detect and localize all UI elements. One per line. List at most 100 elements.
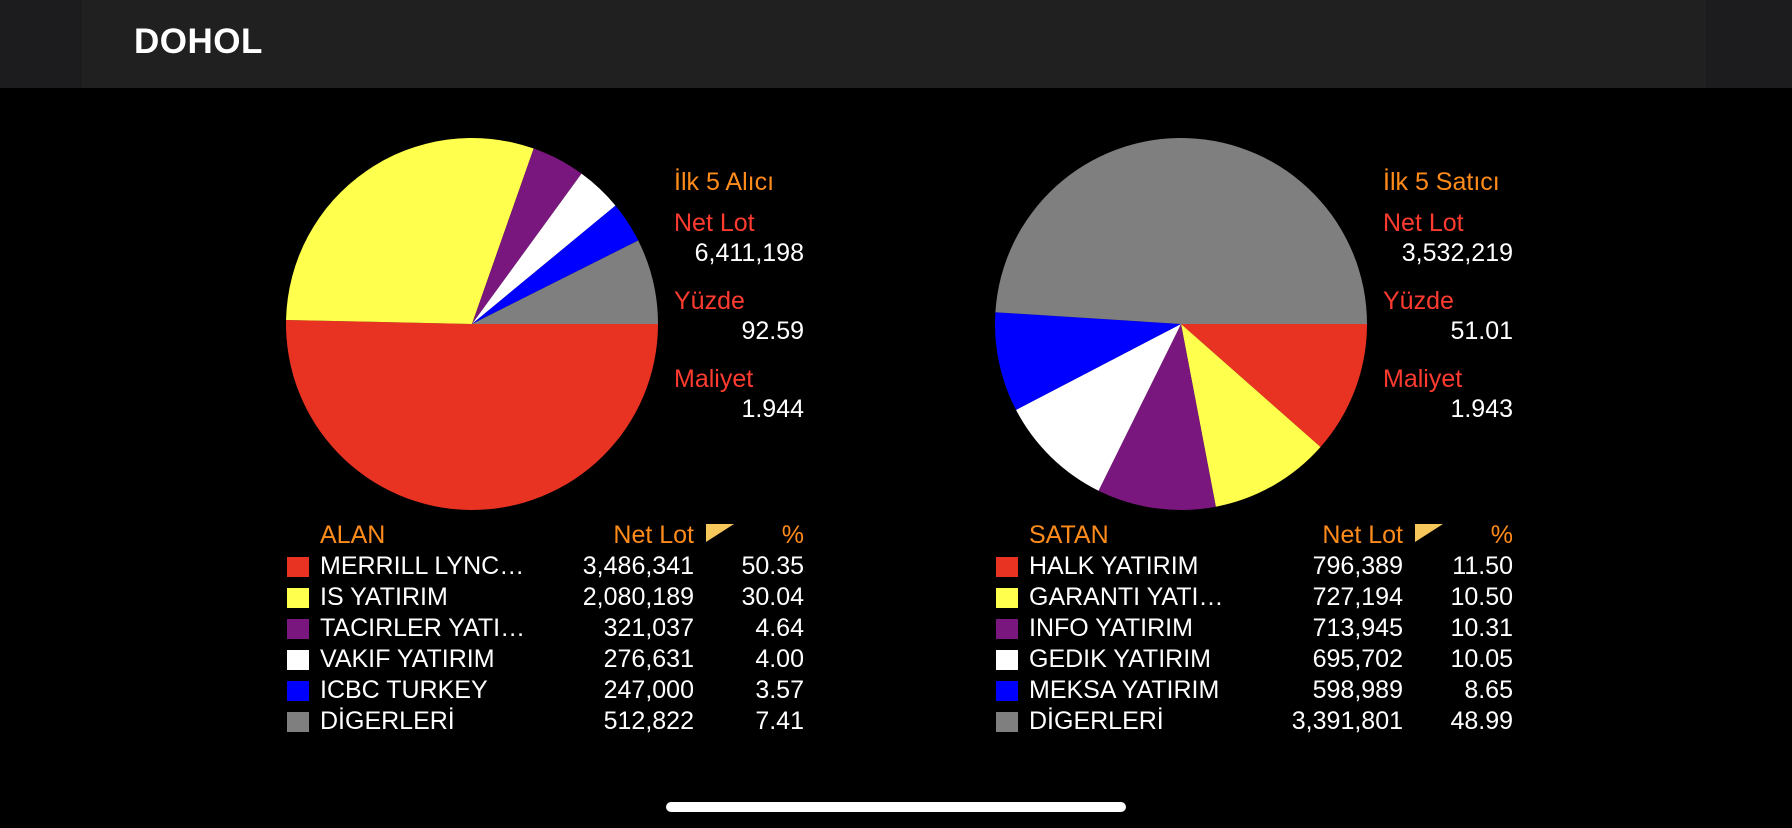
legend-row[interactable]: MERRILL LYNC… 3,486,341 50.35 [284, 551, 804, 582]
buyers-cost-value: 1.944 [741, 395, 804, 423]
pie-slice [286, 138, 534, 324]
broker-net-lot: 598,989 [1312, 676, 1403, 704]
pie-slice [1098, 324, 1216, 510]
legend-row[interactable]: VAKIF YATIRIM 276,631 4.00 [284, 644, 804, 675]
sellers-col-net-lot-header[interactable]: Net Lot [1322, 521, 1403, 549]
sellers-pie-chart [995, 138, 1367, 510]
page-title: DOHOL [134, 22, 263, 61]
broker-name: ICBC TURKEY [320, 676, 488, 704]
color-swatch [996, 588, 1018, 608]
broker-net-lot: 247,000 [603, 676, 694, 704]
broker-net-lot: 713,945 [1312, 614, 1403, 642]
buyers-net-lot-value: 6,411,198 [694, 239, 804, 267]
buyers-net-lot-label: Net Lot [674, 209, 755, 237]
broker-percent: 4.00 [755, 645, 804, 673]
buyers-pie-chart [286, 138, 658, 510]
buyers-legend-table: ALAN Net Lot % MERRILL LYNC… 3,486,341 50.… [284, 520, 804, 737]
sellers-cost-value: 1.943 [1450, 395, 1513, 423]
top-bar-inner [82, 0, 1706, 88]
broker-percent: 10.50 [1450, 583, 1513, 611]
broker-percent: 4.64 [755, 614, 804, 642]
broker-net-lot: 3,391,801 [1291, 707, 1403, 735]
pie-slice [1181, 324, 1321, 507]
pie-slice [472, 173, 616, 324]
legend-row[interactable]: DİGERLERİ 3,391,801 48.99 [993, 706, 1513, 737]
broker-name: MEKSA YATIRIM [1029, 676, 1220, 704]
sellers-percent-value: 51.01 [1450, 317, 1513, 345]
legend-row[interactable]: MEKSA YATIRIM 598,989 8.65 [993, 675, 1513, 706]
color-swatch [996, 712, 1018, 732]
buyers-col-net-lot-header[interactable]: Net Lot [613, 521, 694, 549]
sellers-heading: İlk 5 Satıcı [1383, 168, 1500, 196]
sort-indicator-icon[interactable] [706, 524, 734, 542]
top-bar: DOHOL [0, 0, 1792, 88]
sellers-stats: İlk 5 Satıcı Net Lot 3,532,219 Yüzde 51.… [1383, 168, 1513, 442]
buyers-heading: İlk 5 Alıcı [674, 168, 775, 196]
color-swatch [996, 557, 1018, 577]
pie-slice [995, 312, 1181, 410]
broker-percent: 48.99 [1450, 707, 1513, 735]
color-swatch [287, 619, 309, 639]
broker-net-lot: 796,389 [1312, 552, 1403, 580]
broker-name: GARANTI YATI… [1029, 583, 1224, 611]
buyers-percent-value: 92.59 [741, 317, 804, 345]
sellers-legend-header: SATAN Net Lot % [993, 520, 1513, 551]
broker-net-lot: 727,194 [1312, 583, 1403, 611]
broker-name: MERRILL LYNC… [320, 552, 525, 580]
broker-percent: 7.41 [755, 707, 804, 735]
broker-name: TACIRLER YATI… [320, 614, 526, 642]
sort-indicator-icon[interactable] [1415, 524, 1443, 542]
broker-net-lot: 512,822 [603, 707, 694, 735]
color-swatch [996, 650, 1018, 670]
color-swatch [287, 712, 309, 732]
pie-slice [472, 148, 582, 324]
legend-row[interactable]: GEDIK YATIRIM 695,702 10.05 [993, 644, 1513, 675]
pie-slice [995, 138, 1367, 324]
pie-slice [286, 319, 658, 510]
buyers-col-pct-header[interactable]: % [781, 521, 804, 549]
legend-row[interactable]: GARANTI YATI… 727,194 10.50 [993, 582, 1513, 613]
broker-percent: 50.35 [741, 552, 804, 580]
broker-name: VAKIF YATIRIM [320, 645, 495, 673]
legend-row[interactable]: TACIRLER YATI… 321,037 4.64 [284, 613, 804, 644]
buyers-percent-label: Yüzde [674, 287, 745, 315]
sellers-col-pct-header[interactable]: % [1490, 521, 1513, 549]
legend-row[interactable]: INFO YATIRIM 713,945 10.31 [993, 613, 1513, 644]
legend-row[interactable]: HALK YATIRIM 796,389 11.50 [993, 551, 1513, 582]
broker-net-lot: 695,702 [1312, 645, 1403, 673]
color-swatch [287, 588, 309, 608]
home-indicator[interactable] [666, 802, 1126, 812]
broker-name: IS YATIRIM [320, 583, 448, 611]
broker-net-lot: 321,037 [603, 614, 694, 642]
pie-slice [1016, 324, 1181, 491]
color-swatch [996, 681, 1018, 701]
legend-row[interactable]: IS YATIRIM 2,080,189 30.04 [284, 582, 804, 613]
broker-net-lot: 3,486,341 [582, 552, 694, 580]
legend-row[interactable]: ICBC TURKEY 247,000 3.57 [284, 675, 804, 706]
broker-percent: 11.50 [1452, 552, 1513, 580]
buyers-panel: İlk 5 Alıcı Net Lot 6,411,198 Yüzde 92.5… [284, 120, 804, 750]
broker-name: DİGERLERİ [320, 707, 455, 735]
color-swatch [287, 557, 309, 577]
sellers-legend-table: SATAN Net Lot % HALK YATIRIM 796,389 11.50… [993, 520, 1513, 737]
sellers-cost-label: Maliyet [1383, 365, 1463, 393]
broker-percent: 8.65 [1464, 676, 1513, 704]
broker-name: HALK YATIRIM [1029, 552, 1199, 580]
broker-net-lot: 2,080,189 [582, 583, 694, 611]
buyers-col-name-header[interactable]: ALAN [320, 521, 386, 549]
pie-slice [472, 205, 639, 324]
sellers-panel: İlk 5 Satıcı Net Lot 3,532,219 Yüzde 51.… [993, 120, 1513, 750]
legend-row[interactable]: DİGERLERİ 512,822 7.41 [284, 706, 804, 737]
sellers-net-lot-label: Net Lot [1383, 209, 1464, 237]
broker-percent: 3.57 [755, 676, 804, 704]
broker-percent: 30.04 [741, 583, 804, 611]
broker-name: INFO YATIRIM [1029, 614, 1193, 642]
broker-percent: 10.05 [1450, 645, 1513, 673]
pie-slice [472, 240, 658, 324]
sellers-col-name-header[interactable]: SATAN [1029, 521, 1109, 549]
broker-percent: 10.31 [1450, 614, 1513, 642]
buyers-cost-label: Maliyet [674, 365, 754, 393]
pie-slice [1181, 324, 1367, 448]
sellers-percent-label: Yüzde [1383, 287, 1454, 315]
color-swatch [287, 681, 309, 701]
